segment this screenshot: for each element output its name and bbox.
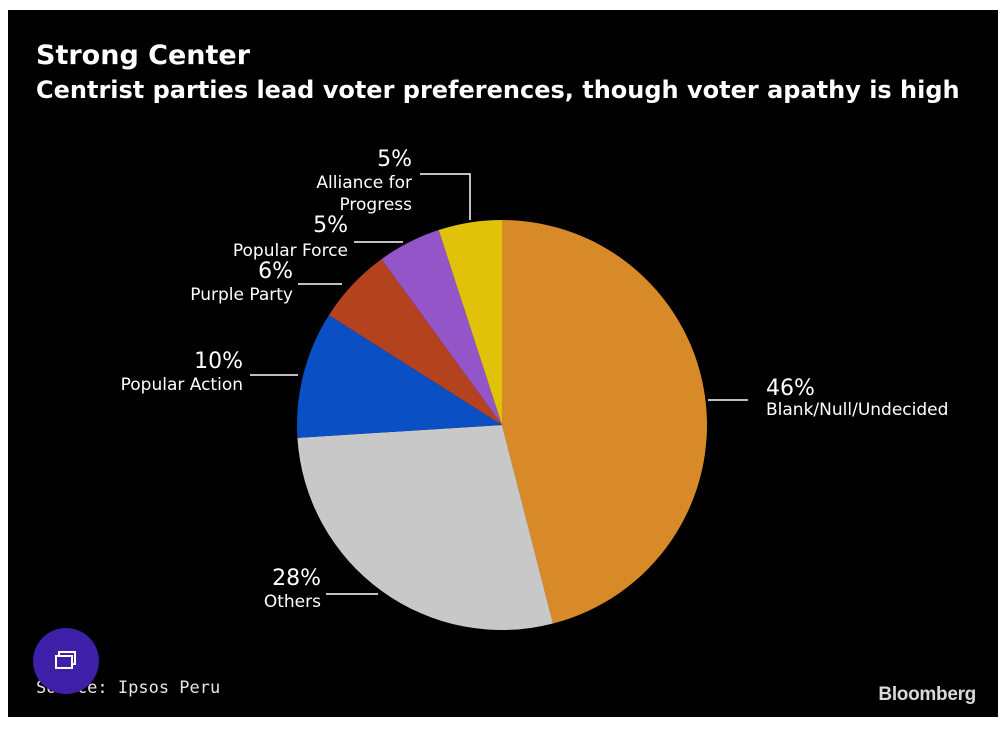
slice-value-label: 5% <box>313 213 348 238</box>
slice-category-label: Others <box>264 592 321 612</box>
chart-frame: Strong Center Centrist parties lead vote… <box>8 10 998 717</box>
pie-slice <box>502 220 708 624</box>
pie-chart: 46%Blank/Null/Undecided28%Others10%Popul… <box>121 147 948 630</box>
bloomberg-logo: Bloomberg <box>878 684 976 705</box>
pie-slice <box>297 315 502 438</box>
slice-value-label: 46% <box>766 376 815 401</box>
pie-slice <box>381 230 502 425</box>
windows-overlay-button[interactable] <box>33 628 99 694</box>
windows-icon <box>55 651 76 669</box>
slice-value-label: 10% <box>194 349 243 374</box>
pie-slice <box>297 425 553 630</box>
slice-category-label: Popular Force <box>233 241 348 261</box>
slice-category-label: Alliance for Progress <box>316 173 412 215</box>
slice-category-label: Popular Action <box>121 375 243 395</box>
slice-value-label: 6% <box>258 259 293 284</box>
slice-category-label: Purple Party <box>190 285 293 305</box>
pie-slice <box>328 259 502 425</box>
slice-value-label: 28% <box>272 566 321 591</box>
leader-line <box>420 173 471 220</box>
slice-value-label: 5% <box>377 147 412 172</box>
chart-title: Strong Center <box>36 40 251 71</box>
pie-slice <box>438 220 502 425</box>
slice-category-label: Blank/Null/Undecided <box>766 400 948 420</box>
chart-subtitle: Centrist parties lead voter preferences,… <box>36 76 960 104</box>
